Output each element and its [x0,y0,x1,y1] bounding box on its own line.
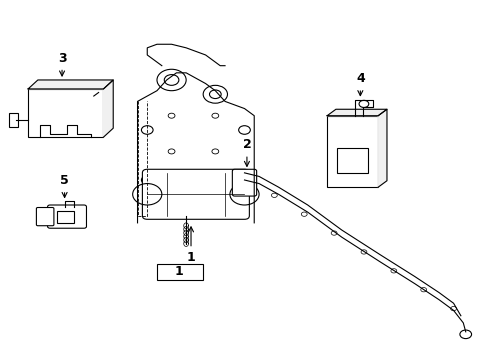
FancyBboxPatch shape [157,264,203,280]
Text: 2: 2 [242,139,251,166]
FancyBboxPatch shape [28,89,103,137]
Text: 3: 3 [58,51,66,76]
Text: 4: 4 [355,72,364,96]
FancyBboxPatch shape [142,169,249,219]
FancyBboxPatch shape [326,116,377,187]
FancyBboxPatch shape [9,113,19,127]
Text: 1: 1 [186,227,195,265]
FancyBboxPatch shape [232,169,256,196]
FancyBboxPatch shape [336,148,368,173]
Polygon shape [103,80,113,137]
Polygon shape [28,80,113,89]
FancyBboxPatch shape [36,207,54,226]
FancyBboxPatch shape [57,211,74,223]
Text: 1: 1 [174,265,183,278]
Text: 5: 5 [60,174,69,197]
Polygon shape [377,109,386,187]
FancyBboxPatch shape [47,205,86,228]
Polygon shape [326,109,386,116]
